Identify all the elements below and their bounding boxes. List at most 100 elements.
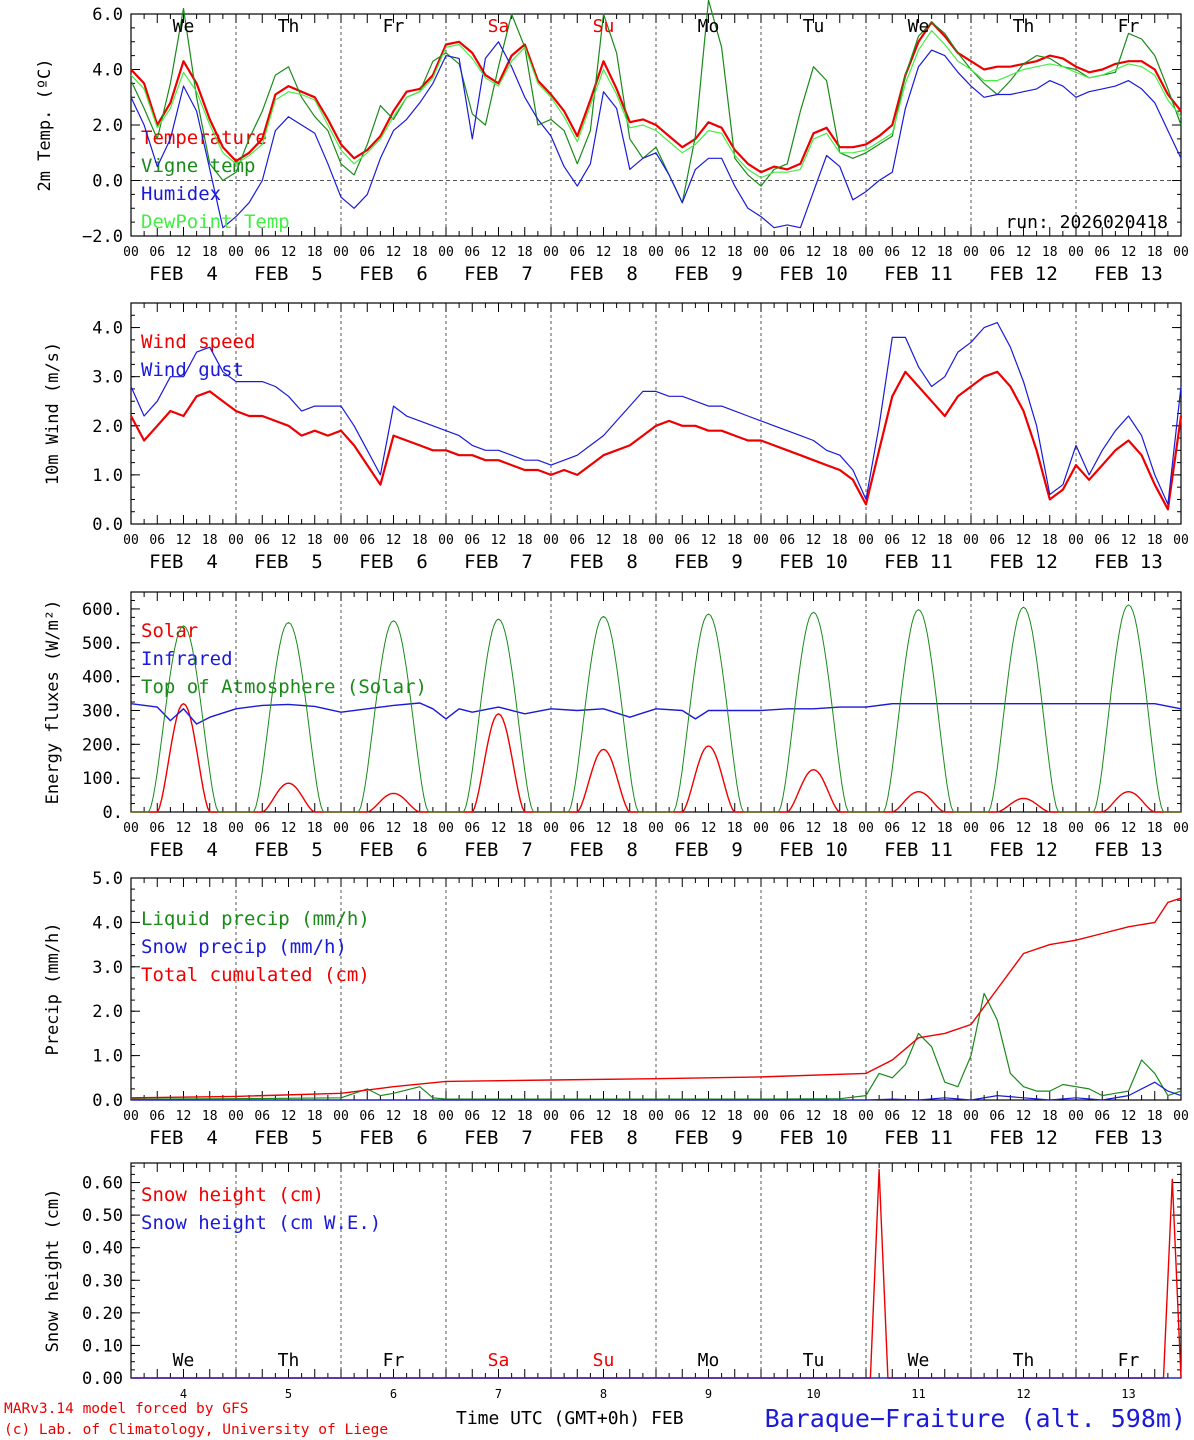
hour-label: 00: [438, 245, 454, 260]
y-tick-label: −2.0: [82, 227, 123, 247]
hour-label: 18: [1147, 533, 1163, 548]
date-label: FEB 6: [359, 263, 428, 285]
hour-label: 12: [911, 245, 927, 260]
hour-label: 12: [911, 533, 927, 548]
day-number: 11: [911, 1387, 925, 1401]
hour-label: 18: [412, 533, 428, 548]
hour-label: 18: [727, 533, 743, 548]
hour-label: 00: [963, 1109, 979, 1124]
hour-label: 00: [1173, 1109, 1189, 1124]
y-tick-label: 2.0: [92, 417, 123, 437]
date-label: FEB 10: [779, 839, 848, 861]
series-line: [130, 21, 1182, 174]
hour-label: 18: [727, 245, 743, 260]
date-label: FEB 11: [884, 1127, 953, 1149]
hour-label: 06: [149, 245, 165, 260]
day-number: 13: [1121, 1387, 1135, 1401]
hour-label: 06: [569, 245, 585, 260]
hour-label: 00: [543, 245, 559, 260]
hour-label: 12: [1016, 245, 1032, 260]
hour-label: 06: [149, 1109, 165, 1124]
hour-label: 00: [123, 1109, 139, 1124]
date-label: FEB 12: [989, 1127, 1058, 1149]
hour-label: 00: [1173, 821, 1189, 836]
day-name: Fr: [1118, 16, 1140, 37]
y-tick-label: 5.0: [92, 869, 123, 889]
date-label: FEB 13: [1094, 839, 1163, 861]
hour-label: 18: [937, 245, 953, 260]
hour-label: 00: [1068, 533, 1084, 548]
hour-label: 06: [149, 821, 165, 836]
hour-label: 18: [412, 821, 428, 836]
hour-label: 18: [937, 533, 953, 548]
panel-precip: 0.0 1.0 2.0 3.0 4.0 5.0 Precip (mm/h) Liquid pr…: [43, 869, 1189, 1149]
date-label: FEB 4: [149, 1127, 218, 1149]
hour-label: 00: [648, 245, 664, 260]
hour-label: 18: [202, 533, 218, 548]
hour-label: 12: [911, 821, 927, 836]
hour-label: 18: [622, 533, 638, 548]
legend-entry: Humidex: [141, 183, 221, 205]
hour-label: 06: [674, 821, 690, 836]
hour-label: 06: [989, 533, 1005, 548]
hour-label: 12: [701, 533, 717, 548]
hour-label: 12: [806, 533, 822, 548]
date-label: FEB 11: [884, 551, 953, 573]
date-label: FEB 11: [884, 263, 953, 285]
y-tick-label: 1.0: [92, 466, 123, 486]
hour-label: 06: [674, 533, 690, 548]
series-line: [131, 604, 1181, 813]
hour-label: 06: [779, 245, 795, 260]
series-line: [130, 992, 1182, 1100]
date-label: FEB 10: [779, 1127, 848, 1149]
hour-label: 00: [753, 821, 769, 836]
hour-label: 12: [386, 533, 402, 548]
date-label: FEB 10: [779, 263, 848, 285]
run-label: run: 2026020418: [1005, 212, 1168, 233]
hour-label: 00: [123, 245, 139, 260]
date-label: FEB 13: [1094, 551, 1163, 573]
hour-label: 00: [753, 533, 769, 548]
hour-label: 18: [727, 1109, 743, 1124]
hour-label: 00: [1068, 245, 1084, 260]
hour-label: 12: [491, 821, 507, 836]
date-label: FEB 10: [779, 551, 848, 573]
hour-label: 00: [1173, 533, 1189, 548]
hour-label: 06: [569, 821, 585, 836]
date-label: FEB 9: [674, 839, 743, 861]
date-label: FEB 5: [254, 263, 323, 285]
day-number: 8: [600, 1387, 607, 1401]
hour-label: 12: [1016, 533, 1032, 548]
hour-label: 12: [281, 821, 297, 836]
hour-label: 12: [281, 245, 297, 260]
date-label: FEB 6: [359, 839, 428, 861]
legend-entry: Vigne temp: [141, 155, 255, 177]
date-label: FEB 4: [149, 263, 218, 285]
hour-label: 06: [884, 245, 900, 260]
hour-label: 12: [596, 1109, 612, 1124]
legend-entry: DewPoint Temp: [141, 211, 290, 233]
day-name: We: [908, 16, 930, 37]
day-name: We: [908, 1350, 930, 1371]
date-label: FEB 6: [359, 551, 428, 573]
hour-label: 00: [648, 1109, 664, 1124]
hour-label: 18: [832, 1109, 848, 1124]
hour-label: 18: [1147, 245, 1163, 260]
hour-label: 00: [753, 245, 769, 260]
hour-label: 12: [386, 821, 402, 836]
date-label: FEB 7: [464, 263, 533, 285]
hour-label: 00: [438, 533, 454, 548]
hour-label: 18: [517, 821, 533, 836]
hour-label: 06: [989, 821, 1005, 836]
date-label: FEB 11: [884, 839, 953, 861]
y-tick-label: 500.: [82, 634, 123, 654]
hour-label: 18: [517, 245, 533, 260]
day-number: 9: [705, 1387, 712, 1401]
y-tick-label: 0.0: [92, 172, 123, 192]
hour-label: 06: [779, 533, 795, 548]
date-label: FEB 8: [569, 839, 638, 861]
hour-label: 12: [806, 1109, 822, 1124]
hour-label: 00: [1068, 821, 1084, 836]
y-tick-label: 0.40: [82, 1239, 123, 1259]
